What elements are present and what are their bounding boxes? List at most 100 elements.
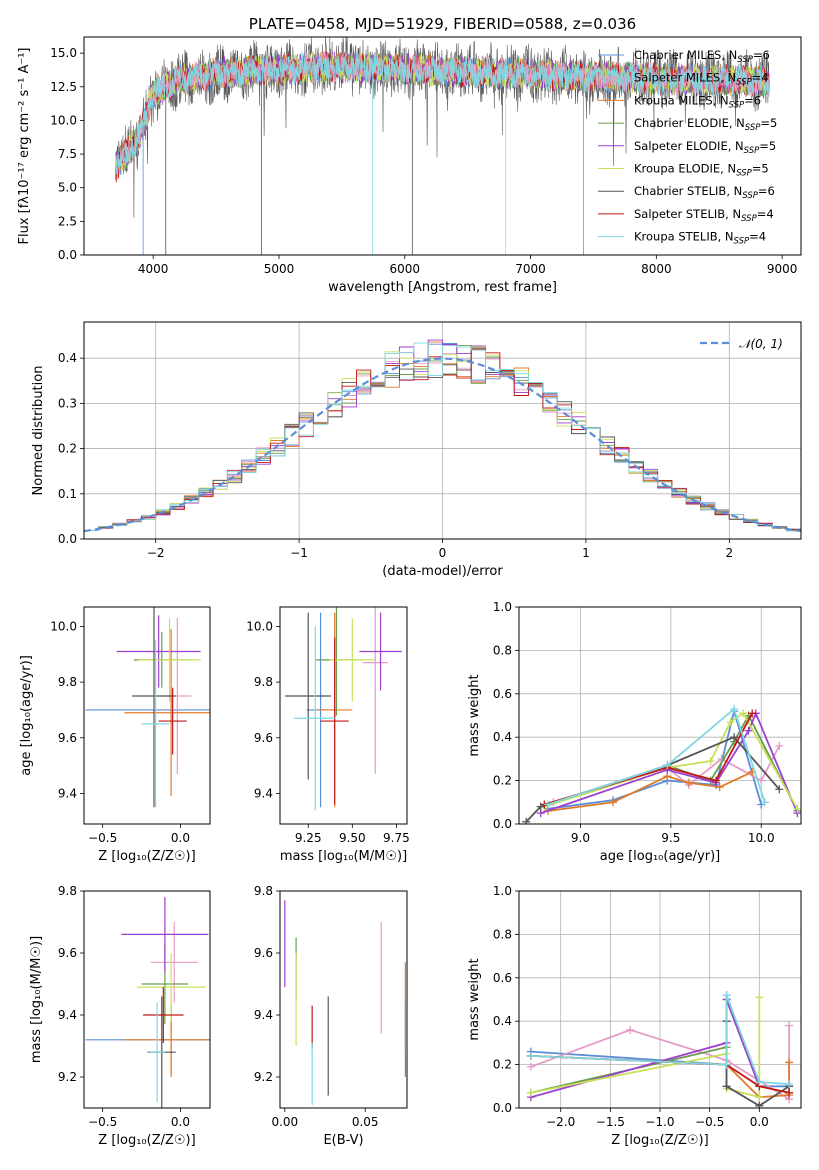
y-tick-label: 10.0 [246, 619, 273, 633]
x-axis-label: mass [log₁₀(M/M☉)] [280, 849, 407, 864]
x-tick-label: −1 [290, 546, 308, 560]
y-tick-label: 9.2 [254, 1070, 273, 1084]
x-tick-label: −0.5 [88, 1115, 117, 1129]
y-tick-label: 9.8 [254, 675, 273, 689]
weight-point-marker [760, 798, 769, 807]
y-tick-label: 9.4 [254, 786, 273, 800]
errorbars [85, 897, 210, 1108]
x-tick-label: −0.5 [695, 1115, 724, 1129]
weight-series-line [540, 710, 799, 814]
legend-entry: Chabrier STELIB, NSSP=6 [634, 184, 775, 201]
y-tick-label: 0.2 [58, 442, 77, 456]
y-tick-label: 9.4 [254, 1008, 273, 1022]
mass-vs-reddening-panel: 0.00 0.05 9.2 9.4 9.6 9.8 E(B-V) [254, 884, 408, 1148]
weight-point-marker [744, 726, 753, 735]
weight-point-marker [755, 993, 764, 1002]
plot-frame [518, 606, 802, 825]
legend-entry: Chabrier MILES, NSSP=6 [634, 48, 770, 65]
weight-point-marker [715, 783, 724, 792]
x-axis-label: Z [log₁₀(Z/Z☉)] [98, 849, 195, 864]
weight-point-marker [730, 733, 739, 742]
legend-entry: Kroupa ELODIE, NSSP=5 [634, 162, 769, 179]
weight-point-marker [755, 1093, 764, 1102]
y-tick-label: 15.0 [50, 46, 77, 60]
y-tick-label: 9.8 [254, 884, 273, 898]
x-tick-label: 9.50 [339, 831, 366, 845]
weight-point-marker [722, 991, 731, 1000]
gaussian-curve [84, 357, 801, 533]
legend-entry: Kroupa MILES, NSSP=6 [634, 93, 761, 110]
x-tick-label: 9.75 [383, 831, 410, 845]
errorbars [284, 900, 406, 1105]
weight-point-marker [522, 817, 531, 824]
y-axis-label: mass weight [467, 958, 482, 1040]
legend-entry: Salpeter ELODIE, NSSP=5 [634, 139, 776, 156]
x-axis-label: (data-model)/error [382, 564, 503, 579]
histogram-series [84, 339, 801, 531]
weight-point-marker [706, 757, 715, 766]
y-axis-label: mass weight [467, 674, 482, 756]
y-axis-label: age [log₁₀(age/yr)] [19, 655, 34, 776]
x-tick-label: −1.5 [596, 1115, 625, 1129]
weight-point-marker [684, 778, 693, 787]
plot-frame [83, 321, 802, 540]
y-tick-label: 9.6 [254, 946, 273, 960]
x-axis-label: age [log₁₀(age/yr)] [600, 849, 721, 864]
spectrum-series-line [115, 51, 770, 176]
x-tick-label: 9.5 [661, 831, 680, 845]
weight-lines [522, 704, 801, 824]
y-tick-label: 9.2 [58, 1070, 77, 1084]
x-tick-label: 0.00 [271, 1115, 298, 1129]
y-tick-label: 0.6 [493, 687, 512, 701]
y-tick-label: 0.1 [58, 487, 77, 501]
weight-point-marker [626, 1025, 635, 1034]
x-tick-label: 10.0 [748, 831, 775, 845]
age-vs-metallicity-panel: −0.5 0.0 9.4 9.6 9.8 10.0 Z [log₁₀(Z/Z☉)] age [… [19, 606, 211, 864]
weight-series-line [547, 707, 766, 806]
weight-point-marker [755, 1101, 764, 1108]
errorbars [85, 607, 210, 808]
x-axis-label: Z [log₁₀(Z/Z☉)] [98, 1133, 195, 1148]
mass-weight-vs-age-panel: 9.0 9.5 10.0 0.0 0.2 0.4 0.6 0.8 1.0 age [log₁₀(a… [467, 600, 802, 864]
y-tick-label: 1.0 [493, 884, 512, 898]
y-tick-label: 0.4 [493, 1014, 512, 1028]
plot-frame [279, 606, 408, 825]
weight-series-line [725, 1021, 790, 1107]
plot-frame [83, 606, 211, 825]
weight-point-marker [543, 800, 552, 809]
x-tick-label: 5000 [264, 262, 295, 276]
x-tick-label: 0.05 [352, 1115, 379, 1129]
y-tick-label: 9.6 [58, 946, 77, 960]
y-axis-label: Flux [fλ10⁻¹⁷ erg cm⁻² s⁻¹ A⁻¹] [17, 48, 32, 245]
weight-point-marker [739, 709, 748, 718]
legend-entry: Salpeter STELIB, NSSP=4 [634, 207, 774, 224]
plot-frame [83, 890, 211, 1109]
y-tick-label: 7.5 [58, 147, 77, 161]
x-tick-label: −1.0 [645, 1115, 674, 1129]
weight-point-marker [775, 785, 784, 794]
y-tick-label: 12.5 [50, 80, 77, 94]
y-tick-label: 9.6 [58, 731, 77, 745]
weight-point-marker [712, 776, 721, 785]
weight-point-marker [730, 704, 739, 713]
y-tick-label: 0.6 [493, 971, 512, 985]
x-tick-label: 8000 [641, 262, 672, 276]
y-tick-label: 0.8 [493, 927, 512, 941]
legend-entry: Salpeter MILES, NSSP=4 [634, 71, 769, 88]
spectrum-lines [115, 37, 770, 255]
histogram-series [84, 342, 801, 532]
spectrum-panel: 4000 5000 6000 7000 8000 9000 0.0 2.5 5.0 7.5 10.0… [17, 15, 802, 295]
chart-title: PLATE=0458, MJD=51929, FIBERID=0588, z=0… [249, 15, 636, 33]
y-tick-label: 10.0 [50, 113, 77, 127]
y-tick-label: 9.8 [58, 675, 77, 689]
y-tick-label: 9.8 [58, 884, 77, 898]
y-tick-label: 0.4 [493, 730, 512, 744]
legend-entry: 𝒩(0, 1) [739, 337, 783, 351]
weight-point-marker [526, 1051, 535, 1060]
x-axis-label: E(B-V) [323, 1133, 363, 1148]
y-tick-label: 0.3 [58, 396, 77, 410]
weight-series-line [547, 771, 753, 812]
mass-vs-metallicity-panel: −0.5 0.0 9.2 9.4 9.6 9.8 Z [log₁₀(Z/Z☉)] mass [… [29, 884, 211, 1148]
plot-frame [518, 890, 802, 1109]
